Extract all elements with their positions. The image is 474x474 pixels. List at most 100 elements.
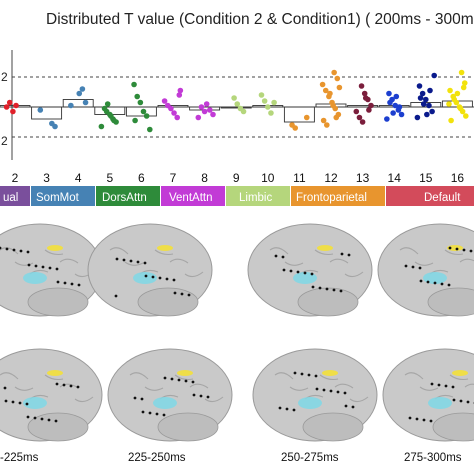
point-8-2: [210, 111, 216, 118]
point-8-4: [198, 104, 205, 110]
point-7-3: [168, 105, 174, 112]
electrode-dot: [339, 289, 343, 293]
point-15-9: [424, 111, 430, 118]
sulcus-line: [109, 247, 129, 255]
network-label-frontoparietal: Frontoparietal: [296, 192, 367, 204]
brain-view-2: [87, 223, 213, 317]
point-7-4: [171, 110, 177, 116]
electrode-dot: [48, 266, 52, 270]
point-6-6: [132, 117, 138, 124]
temporal-lobe: [27, 287, 89, 317]
point-13-5: [356, 114, 363, 121]
x-tick-label-9: 9: [233, 171, 240, 185]
sulcus-line: [189, 383, 209, 389]
point-4-3: [68, 102, 74, 109]
electrode-dot: [447, 283, 451, 287]
temporal-lobe: [427, 287, 474, 317]
activation-cyan: [23, 397, 47, 409]
point-2-1: [6, 99, 13, 106]
activation-yellow: [177, 370, 193, 376]
point-10-0: [258, 92, 265, 98]
electrode-dot: [307, 373, 311, 377]
x-tick-label-14: 14: [388, 171, 402, 185]
electrode-dot: [285, 407, 289, 411]
point-16-9: [451, 96, 458, 103]
temporal-lobe: [302, 412, 364, 442]
point-8-3: [195, 114, 202, 121]
network-label-visual: ual: [3, 192, 18, 204]
electrode-dot: [77, 283, 81, 287]
electrode-dot: [303, 271, 307, 275]
time-label-4: 275-300ms: [404, 452, 462, 464]
electrode-dot: [408, 416, 412, 420]
sulcus-line: [144, 386, 164, 391]
electrode-dot: [318, 286, 322, 290]
x-tick-label-4: 4: [75, 171, 82, 185]
point-16-0: [458, 69, 465, 76]
network-bar-ventattn: [161, 186, 225, 206]
network-bar-sommot: [31, 186, 95, 206]
point-16-11: [457, 105, 464, 112]
electrode-dot: [173, 291, 177, 295]
box-11: [283, 106, 315, 123]
temporal-lobe: [137, 287, 199, 317]
point-5-5: [101, 105, 108, 112]
temporal-lobe: [432, 412, 474, 442]
electrode-dot: [114, 294, 118, 298]
electrode-dot: [415, 417, 419, 421]
point-16-10: [454, 90, 461, 97]
electrode-dot: [187, 293, 191, 297]
point-13-3: [368, 102, 374, 109]
point-12-13: [336, 84, 343, 91]
point-14-2: [392, 102, 399, 109]
x-tick-label-11: 11: [293, 171, 306, 185]
y-tick-lower: 2: [1, 134, 8, 148]
activation-cyan: [423, 272, 447, 284]
network-label-dorsattn: DorsAttn: [102, 192, 147, 204]
point-13-0: [358, 83, 365, 89]
electrode-dot: [26, 250, 30, 254]
point-14-6: [387, 99, 393, 106]
electrode-dot: [206, 395, 210, 399]
point-8-1: [207, 107, 213, 113]
sulcus-line: [14, 386, 34, 391]
electrode-dot: [426, 280, 430, 284]
sulcus-line: [204, 396, 224, 403]
electrode-dot: [55, 267, 59, 271]
sulcus-line: [74, 396, 94, 403]
y-tick-upper: 2: [1, 70, 8, 84]
point-10-3: [268, 110, 274, 116]
point-12-9: [324, 122, 330, 128]
electrode-dot: [27, 263, 31, 267]
sulcus-line: [44, 249, 64, 256]
electrode-dot: [63, 281, 67, 285]
electrode-dot: [311, 285, 315, 289]
point-15-8: [420, 101, 427, 107]
point-13-6: [359, 119, 366, 125]
electrode-dot: [122, 258, 126, 262]
electrode-dot: [325, 287, 329, 291]
electrode-dot: [293, 371, 297, 375]
point-15-5: [429, 108, 435, 115]
electrode-dot: [296, 270, 300, 274]
temporal-lobe: [157, 412, 219, 442]
electrode-dot: [322, 388, 326, 392]
point-6-4: [143, 113, 150, 119]
electrode-dot: [351, 405, 355, 409]
sulcus-line: [419, 386, 439, 391]
point-2-0: [3, 104, 10, 110]
electrode-dot: [165, 277, 169, 281]
temporal-lobe: [27, 412, 89, 442]
activation-cyan: [298, 397, 322, 409]
point-11-0: [303, 114, 310, 121]
activation-yellow: [47, 245, 63, 251]
x-tick-label-7: 7: [170, 171, 177, 185]
electrode-dot: [11, 400, 15, 404]
electrode-dot: [0, 246, 2, 250]
electrode-dot: [422, 418, 426, 422]
point-15-7: [417, 95, 424, 101]
point-13-4: [353, 108, 360, 115]
point-15-4: [426, 102, 432, 109]
network-bar-default: [386, 186, 474, 206]
electrode-dot: [451, 385, 455, 389]
